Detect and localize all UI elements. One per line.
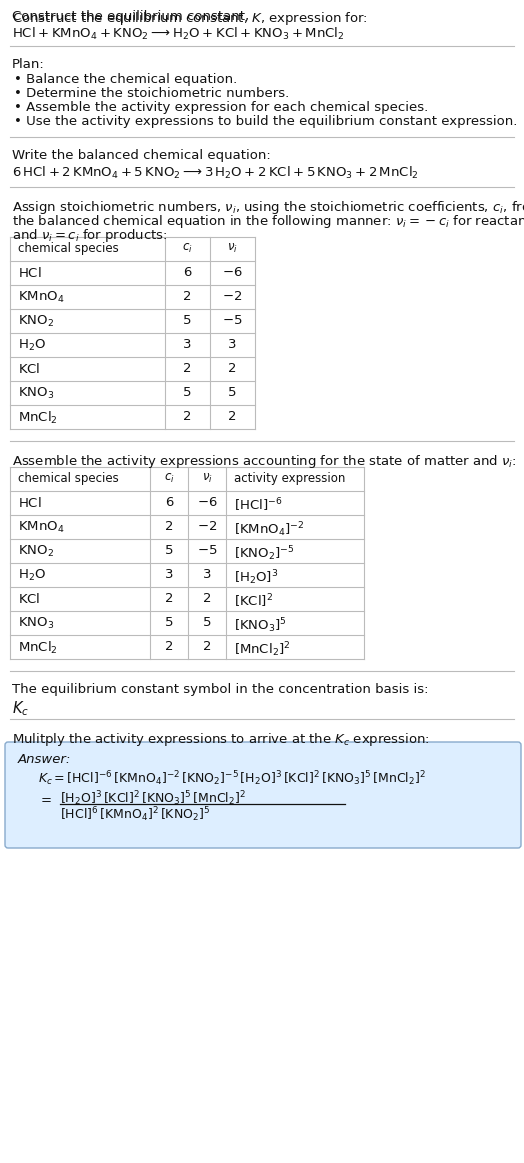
Text: 5: 5 bbox=[183, 386, 191, 399]
Text: $\nu_i$: $\nu_i$ bbox=[202, 472, 212, 485]
Text: $=$: $=$ bbox=[38, 792, 52, 806]
Text: $6\,\mathrm{HCl} + 2\,\mathrm{KMnO_4} + 5\,\mathrm{KNO_2} \longrightarrow 3\,\ma: $6\,\mathrm{HCl} + 2\,\mathrm{KMnO_4} + … bbox=[12, 165, 419, 181]
Text: $[\mathrm{MnCl_2}]^{2}$: $[\mathrm{MnCl_2}]^{2}$ bbox=[234, 640, 290, 658]
Text: activity expression: activity expression bbox=[234, 472, 345, 485]
Text: Construct the equilibrium constant, $K$, expression for:: Construct the equilibrium constant, $K$,… bbox=[12, 10, 368, 27]
Text: $[\mathrm{KCl}]^{2}$: $[\mathrm{KCl}]^{2}$ bbox=[234, 592, 273, 609]
Text: $-6$: $-6$ bbox=[222, 266, 242, 279]
Text: Plan:: Plan: bbox=[12, 58, 45, 71]
Text: $[\mathrm{KNO_3}]^{5}$: $[\mathrm{KNO_3}]^{5}$ bbox=[234, 616, 287, 635]
Text: $[\mathrm{KMnO_4}]^{-2}$: $[\mathrm{KMnO_4}]^{-2}$ bbox=[234, 520, 304, 538]
Text: $\mathrm{KMnO_4}$: $\mathrm{KMnO_4}$ bbox=[18, 520, 64, 535]
Text: $c_i$: $c_i$ bbox=[163, 472, 174, 485]
Text: $[\mathrm{HCl}]^{-6}$: $[\mathrm{HCl}]^{-6}$ bbox=[234, 495, 282, 514]
Text: 3: 3 bbox=[183, 338, 191, 351]
Text: 2: 2 bbox=[165, 520, 173, 533]
Text: $\mathrm{KMnO_4}$: $\mathrm{KMnO_4}$ bbox=[18, 290, 64, 305]
Text: $\nu_i$: $\nu_i$ bbox=[226, 242, 237, 255]
Text: chemical species: chemical species bbox=[18, 472, 119, 485]
Text: 5: 5 bbox=[165, 544, 173, 557]
Text: $[\mathrm{HCl}]^{6}\,[\mathrm{KMnO_4}]^{2}\,[\mathrm{KNO_2}]^{5}$: $[\mathrm{HCl}]^{6}\,[\mathrm{KMnO_4}]^{… bbox=[60, 805, 210, 823]
Text: $\mathrm{KNO_2}$: $\mathrm{KNO_2}$ bbox=[18, 544, 54, 559]
Text: 6: 6 bbox=[165, 495, 173, 509]
Text: $\mathrm{MnCl_2}$: $\mathrm{MnCl_2}$ bbox=[18, 411, 58, 426]
Text: $-2$: $-2$ bbox=[197, 520, 217, 533]
Text: 6: 6 bbox=[183, 266, 191, 279]
Text: 2: 2 bbox=[228, 362, 236, 374]
Text: $-5$: $-5$ bbox=[222, 314, 242, 327]
Text: $\mathrm{H_2O}$: $\mathrm{H_2O}$ bbox=[18, 338, 46, 354]
Text: Assign stoichiometric numbers, $\nu_i$, using the stoichiometric coefficients, $: Assign stoichiometric numbers, $\nu_i$, … bbox=[12, 199, 524, 216]
Text: 2: 2 bbox=[183, 362, 191, 374]
Text: 3: 3 bbox=[165, 568, 173, 582]
Text: $-6$: $-6$ bbox=[196, 495, 217, 509]
Text: $\mathrm{HCl} + \mathrm{KMnO_4} + \mathrm{KNO_2} \longrightarrow \mathrm{H_2O} +: $\mathrm{HCl} + \mathrm{KMnO_4} + \mathr… bbox=[12, 26, 345, 42]
Text: $\mathrm{KNO_3}$: $\mathrm{KNO_3}$ bbox=[18, 386, 54, 401]
Text: $-2$: $-2$ bbox=[222, 290, 242, 304]
Text: • Use the activity expressions to build the equilibrium constant expression.: • Use the activity expressions to build … bbox=[14, 115, 517, 128]
Text: and $\nu_i = c_i$ for products:: and $\nu_i = c_i$ for products: bbox=[12, 227, 168, 244]
Text: 2: 2 bbox=[165, 640, 173, 652]
Text: 5: 5 bbox=[228, 386, 236, 399]
Text: Write the balanced chemical equation:: Write the balanced chemical equation: bbox=[12, 149, 271, 162]
Text: 2: 2 bbox=[183, 411, 191, 423]
Text: 2: 2 bbox=[183, 290, 191, 304]
Text: $[\mathrm{KNO_2}]^{-5}$: $[\mathrm{KNO_2}]^{-5}$ bbox=[234, 544, 294, 563]
Text: Answer:: Answer: bbox=[18, 752, 71, 766]
FancyBboxPatch shape bbox=[5, 742, 521, 848]
Text: $[\mathrm{H_2O}]^{3}\,[\mathrm{KCl}]^{2}\,[\mathrm{KNO_3}]^{5}\,[\mathrm{MnCl_2}: $[\mathrm{H_2O}]^{3}\,[\mathrm{KCl}]^{2}… bbox=[60, 789, 246, 807]
Text: $[\mathrm{H_2O}]^{3}$: $[\mathrm{H_2O}]^{3}$ bbox=[234, 568, 278, 586]
Text: 2: 2 bbox=[203, 592, 211, 605]
Text: Mulitply the activity expressions to arrive at the $K_c$ expression:: Mulitply the activity expressions to arr… bbox=[12, 732, 430, 748]
Text: 2: 2 bbox=[165, 592, 173, 605]
Text: $\mathrm{HCl}$: $\mathrm{HCl}$ bbox=[18, 495, 42, 511]
Text: • Balance the chemical equation.: • Balance the chemical equation. bbox=[14, 73, 237, 86]
Text: 3: 3 bbox=[228, 338, 236, 351]
Text: $\mathrm{KNO_3}$: $\mathrm{KNO_3}$ bbox=[18, 616, 54, 632]
Text: • Assemble the activity expression for each chemical species.: • Assemble the activity expression for e… bbox=[14, 101, 428, 114]
Text: 2: 2 bbox=[203, 640, 211, 652]
Text: The equilibrium constant symbol in the concentration basis is:: The equilibrium constant symbol in the c… bbox=[12, 683, 429, 695]
Text: Assemble the activity expressions accounting for the state of matter and $\nu_i$: Assemble the activity expressions accoun… bbox=[12, 454, 517, 470]
Text: $\mathrm{KNO_2}$: $\mathrm{KNO_2}$ bbox=[18, 314, 54, 329]
Text: 5: 5 bbox=[165, 616, 173, 629]
Text: Construct the equilibrium constant,: Construct the equilibrium constant, bbox=[12, 10, 254, 23]
Text: the balanced chemical equation in the following manner: $\nu_i = -c_i$ for react: the balanced chemical equation in the fo… bbox=[12, 213, 524, 230]
Text: $\mathrm{HCl}$: $\mathrm{HCl}$ bbox=[18, 266, 42, 280]
Text: $\mathrm{KCl}$: $\mathrm{KCl}$ bbox=[18, 592, 40, 606]
Text: chemical species: chemical species bbox=[18, 242, 119, 255]
Text: $-5$: $-5$ bbox=[196, 544, 217, 557]
Text: 5: 5 bbox=[183, 314, 191, 327]
Text: $\mathrm{H_2O}$: $\mathrm{H_2O}$ bbox=[18, 568, 46, 583]
Text: $K_c$: $K_c$ bbox=[12, 699, 29, 718]
Text: 5: 5 bbox=[203, 616, 211, 629]
Text: 2: 2 bbox=[228, 411, 236, 423]
Text: 3: 3 bbox=[203, 568, 211, 582]
Text: $c_i$: $c_i$ bbox=[182, 242, 192, 255]
Text: $\mathrm{KCl}$: $\mathrm{KCl}$ bbox=[18, 362, 40, 376]
Text: • Determine the stoichiometric numbers.: • Determine the stoichiometric numbers. bbox=[14, 87, 289, 100]
Text: $K_c = [\mathrm{HCl}]^{-6}$$\,[\mathrm{KMnO_4}]^{-2}$$\,[\mathrm{KNO_2}]^{-5}$$\: $K_c = [\mathrm{HCl}]^{-6}$$\,[\mathrm{K… bbox=[38, 769, 426, 787]
Text: $\mathrm{MnCl_2}$: $\mathrm{MnCl_2}$ bbox=[18, 640, 58, 656]
